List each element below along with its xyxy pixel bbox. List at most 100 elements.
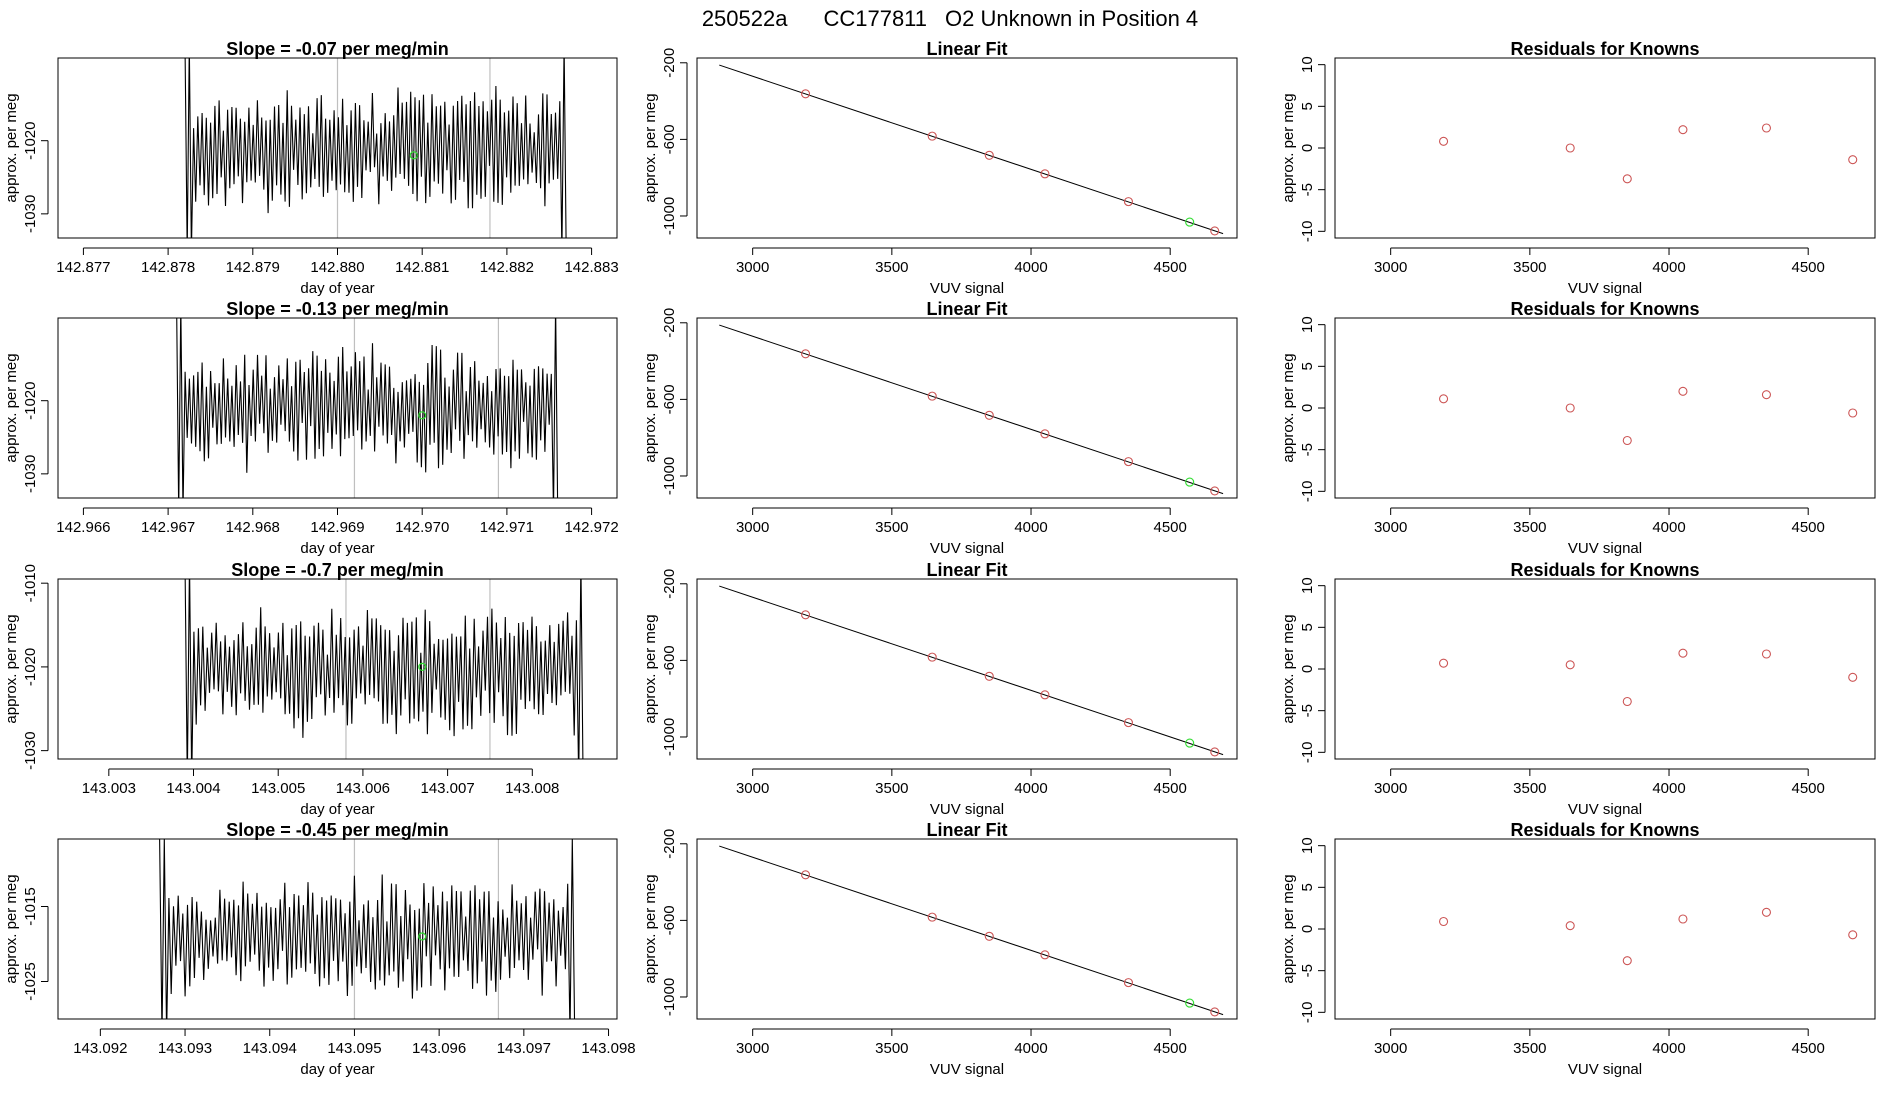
known-point [1678, 914, 1688, 924]
panel-frame [1334, 317, 1876, 499]
y-tick-label: -1015 [22, 887, 39, 925]
x-tick-label: 3500 [1513, 780, 1546, 797]
x-tick-label: 143.094 [243, 1040, 297, 1057]
known-point [927, 652, 937, 662]
unknown-marker [418, 662, 427, 672]
known-point [1848, 155, 1858, 165]
y-tick-label: -10 [1299, 480, 1316, 502]
y-axis-label: approx. per meg [642, 93, 659, 202]
y-tick-label: -1030 [22, 455, 39, 493]
panel-title: Linear Fit [926, 820, 1007, 840]
y-tick-label: -1000 [661, 718, 678, 756]
panel-title: Linear Fit [926, 560, 1007, 580]
known-point [1678, 386, 1688, 396]
panel-frame [57, 838, 618, 1020]
y-tick-label: -1020 [22, 381, 39, 419]
panel-3-2: Residuals for Knowns 3000 3500 4000 4500 VUV … [1280, 820, 1876, 1078]
panel-plot-area [1439, 648, 1858, 707]
x-tick-label: 3000 [736, 259, 769, 276]
y-tick-label: 5 [1299, 362, 1316, 370]
known-point [927, 131, 937, 141]
known-point [1761, 907, 1771, 917]
y-tick-label: -10 [1299, 220, 1316, 242]
panel-1-2: Residuals for Knowns 3000 3500 4000 4500 VUV … [1280, 299, 1876, 557]
y-tick-label: 5 [1299, 102, 1316, 110]
y-axis-label: approx. per meg [642, 874, 659, 983]
panel-plot-area [184, 579, 584, 759]
panel-plot-area [176, 318, 559, 498]
x-tick-label: 4000 [1014, 780, 1047, 797]
x-tick-label: 142.883 [564, 259, 618, 276]
x-tick-label: 4000 [1652, 519, 1685, 536]
y-tick-label: -1020 [22, 121, 39, 159]
y-tick-label: -600 [661, 645, 678, 675]
panel-plot-area [719, 845, 1224, 1017]
panel-title: Linear Fit [926, 39, 1007, 59]
panel-frame [57, 57, 618, 239]
y-axis-label: approx. per meg [3, 93, 20, 202]
panel-plot-area [159, 839, 576, 1019]
y-tick-label: -5 [1299, 704, 1316, 717]
known-point [1622, 435, 1632, 446]
x-tick-label: 143.005 [251, 780, 305, 797]
known-point [1761, 649, 1771, 659]
x-tick-label: 4500 [1154, 259, 1187, 276]
x-tick-label: 3500 [875, 519, 908, 536]
known-point [984, 671, 994, 681]
panel-frame [696, 317, 1238, 499]
y-tick-label: -600 [661, 384, 678, 414]
panel-1-1: Linear Fit 3000 3500 4000 4500 VUV signal -200… [642, 299, 1238, 557]
x-tick-label: 142.970 [395, 519, 449, 536]
known-point [1439, 136, 1449, 146]
panel-2-1: Linear Fit 3000 3500 4000 4500 VUV signal -200… [642, 560, 1238, 818]
known-point [1439, 658, 1449, 668]
x-axis-label: day of year [300, 1061, 374, 1078]
panel-title: Slope = -0.13 per meg/min [226, 299, 449, 319]
y-tick-label: -1020 [22, 648, 39, 686]
x-tick-label: 3500 [1513, 259, 1546, 276]
x-tick-label: 3000 [1374, 780, 1407, 797]
x-axis-label: VUV signal [930, 1061, 1004, 1078]
time-series-line [184, 579, 584, 759]
time-series-line [159, 839, 576, 1019]
known-point [1040, 690, 1050, 700]
known-point [1040, 429, 1050, 439]
panel-plot-area [719, 324, 1224, 496]
x-tick-label: 143.003 [82, 780, 136, 797]
x-tick-label: 143.006 [336, 780, 390, 797]
panel-frame [696, 57, 1238, 239]
x-tick-label: 142.966 [56, 519, 110, 536]
known-point [801, 610, 811, 620]
y-tick-label: -1000 [661, 197, 678, 235]
y-axis-label: approx. per meg [1280, 874, 1297, 983]
y-tick-label: -1010 [22, 564, 39, 602]
known-point [1040, 169, 1050, 179]
known-point [1123, 718, 1133, 728]
unknown-marker [418, 932, 427, 941]
known-point [1123, 197, 1133, 207]
x-tick-label: 3500 [875, 780, 908, 797]
known-point [1210, 1007, 1220, 1017]
known-point [1210, 486, 1220, 496]
x-tick-label: 143.098 [581, 1040, 635, 1057]
x-tick-label: 143.008 [505, 780, 559, 797]
known-point [927, 912, 937, 922]
known-point [1565, 660, 1575, 670]
y-tick-label: 0 [1299, 404, 1316, 412]
panel-frame [696, 578, 1238, 760]
panel-plot-area [184, 58, 567, 238]
header-cylinder: CC177811 [823, 6, 927, 31]
x-axis-label: day of year [300, 280, 374, 297]
x-tick-label: 142.881 [395, 259, 449, 276]
y-tick-label: -1000 [661, 978, 678, 1016]
time-series-line [176, 318, 559, 498]
known-point [927, 391, 937, 401]
x-tick-label: 3000 [1374, 259, 1407, 276]
y-tick-label: -200 [661, 48, 678, 78]
y-tick-label: -10 [1299, 741, 1316, 763]
unknown-point [1185, 477, 1195, 487]
y-axis-label: approx. per meg [1280, 353, 1297, 462]
y-tick-label: 10 [1299, 577, 1316, 594]
panel-0-0: Slope = -0.07 per meg/min 142.877 142.878 1… [3, 39, 619, 297]
